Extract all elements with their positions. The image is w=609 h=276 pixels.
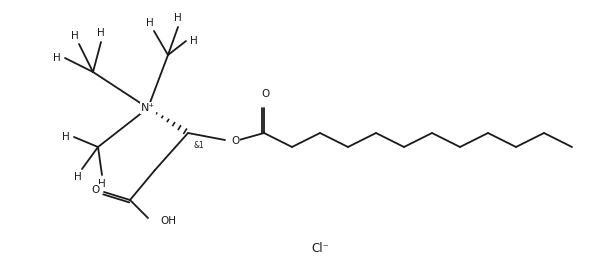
Text: O: O — [231, 136, 239, 146]
Text: H: H — [146, 18, 154, 28]
Text: H: H — [62, 132, 70, 142]
Text: Cl⁻: Cl⁻ — [311, 242, 329, 254]
Text: H: H — [74, 172, 82, 182]
Text: H: H — [190, 36, 198, 46]
Text: H: H — [71, 31, 79, 41]
Text: O: O — [91, 185, 99, 195]
Text: H: H — [53, 53, 61, 63]
Text: &1: &1 — [194, 141, 205, 150]
Text: O: O — [262, 89, 270, 99]
Text: H: H — [97, 28, 105, 38]
Text: OH: OH — [160, 216, 176, 226]
Text: H: H — [174, 13, 182, 23]
Text: H: H — [98, 179, 106, 189]
Text: N⁺: N⁺ — [141, 103, 155, 113]
